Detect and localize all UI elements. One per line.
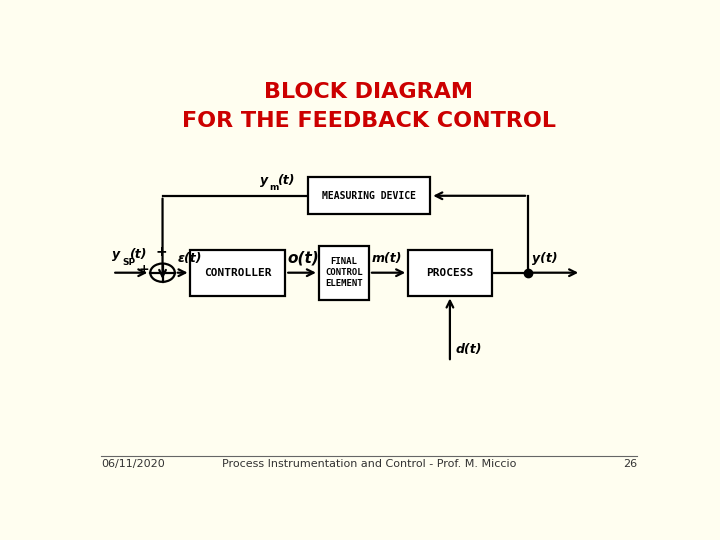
Text: FOR THE FEEDBACK CONTROL: FOR THE FEEDBACK CONTROL xyxy=(182,111,556,131)
Text: y: y xyxy=(112,248,120,261)
Bar xyxy=(190,250,285,295)
Text: +: + xyxy=(139,264,150,276)
Text: (t): (t) xyxy=(129,248,147,261)
Text: ε(t): ε(t) xyxy=(178,252,202,265)
Text: SP: SP xyxy=(122,258,135,267)
Text: FINAL
CONTROL
ELEMENT: FINAL CONTROL ELEMENT xyxy=(325,257,363,288)
Text: +: + xyxy=(156,245,167,259)
Text: 06/11/2020: 06/11/2020 xyxy=(101,459,165,469)
Text: BLOCK DIAGRAM: BLOCK DIAGRAM xyxy=(264,82,474,102)
Text: PROCESS: PROCESS xyxy=(426,268,474,278)
Text: 26: 26 xyxy=(623,459,637,469)
Text: (t): (t) xyxy=(277,174,294,187)
Text: d(t): d(t) xyxy=(456,343,482,356)
Text: o(t): o(t) xyxy=(287,250,319,265)
Text: Process Instrumentation and Control - Prof. M. Miccio: Process Instrumentation and Control - Pr… xyxy=(222,459,516,469)
Bar xyxy=(307,177,431,214)
Text: m: m xyxy=(270,184,279,192)
Text: y(t): y(t) xyxy=(533,252,558,265)
Text: y: y xyxy=(260,174,269,187)
Text: CONTROLLER: CONTROLLER xyxy=(204,268,271,278)
Bar xyxy=(319,246,369,300)
Text: m(t): m(t) xyxy=(372,252,402,265)
Text: MEASURING DEVICE: MEASURING DEVICE xyxy=(322,191,416,201)
Bar xyxy=(408,250,492,295)
